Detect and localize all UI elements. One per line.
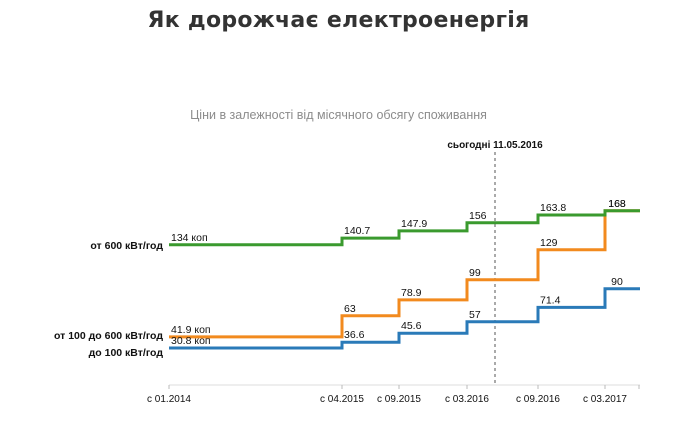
series-line bbox=[169, 287, 640, 350]
data-label: 163.8 bbox=[540, 202, 566, 214]
x-tick-label: с 09.2016 bbox=[516, 394, 560, 405]
data-label: 147.9 bbox=[401, 218, 427, 230]
data-label: 90 bbox=[611, 276, 623, 288]
data-label: 134 коп bbox=[171, 232, 208, 244]
series-name-label: до 100 кВт/год bbox=[89, 347, 164, 359]
x-tick-label: с 01.2014 bbox=[147, 394, 191, 405]
today-label: сьогодні 11.05.2016 bbox=[447, 140, 543, 151]
data-label: 168 bbox=[608, 198, 626, 210]
data-label: 41.9 коп bbox=[171, 324, 211, 336]
chart-title: Як дорожчає електроенергія bbox=[147, 8, 530, 33]
data-label: 168 bbox=[608, 198, 626, 210]
data-label: 78.9 bbox=[401, 287, 422, 299]
series-name-label: от 100 до 600 кВт/год bbox=[54, 330, 163, 342]
data-label: 140.7 bbox=[344, 225, 370, 237]
x-tick-label: с 03.2017 bbox=[583, 394, 627, 405]
data-label: 30.8 коп bbox=[171, 335, 211, 347]
data-label: 71.4 bbox=[540, 294, 561, 306]
series-line bbox=[169, 209, 640, 247]
data-label: 57 bbox=[469, 309, 481, 321]
data-label: 99 bbox=[469, 267, 481, 279]
data-label: 63 bbox=[344, 303, 356, 315]
data-label: 45.6 bbox=[401, 320, 422, 332]
x-tick-label: с 04.2015 bbox=[320, 394, 364, 405]
data-label: 129 bbox=[540, 237, 558, 249]
chart-subtitle: Ціни в залежності від місячного обсягу с… bbox=[190, 108, 487, 122]
series-name-label: от 600 кВт/год bbox=[90, 240, 163, 252]
x-tick-label: с 09.2015 bbox=[377, 394, 421, 405]
x-tick-label: с 03.2016 bbox=[445, 394, 489, 405]
data-label: 36.6 bbox=[344, 329, 365, 341]
data-label: 156 bbox=[469, 210, 487, 222]
series-line bbox=[169, 209, 640, 339]
